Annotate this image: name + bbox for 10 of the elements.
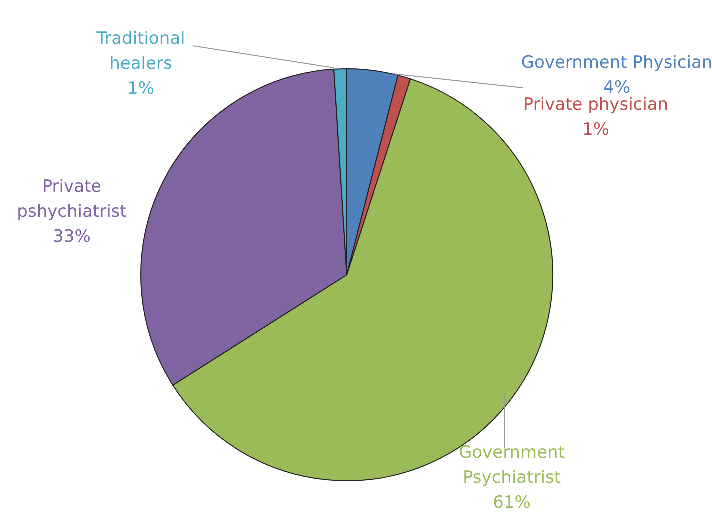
data-label: 1% [128,79,154,99]
data-label: 4% [604,78,630,98]
slice-label: Private pshychiatrist [17,177,128,222]
data-label: 33% [53,227,91,247]
data-label: 1% [582,120,610,140]
slice-label: Private physician [523,95,669,115]
slice-label: Traditional healers [96,29,186,74]
data-label: 61% [493,493,531,513]
slice-label: Government Psychiatrist [458,443,566,488]
slice-label: Government Physician [521,53,712,73]
